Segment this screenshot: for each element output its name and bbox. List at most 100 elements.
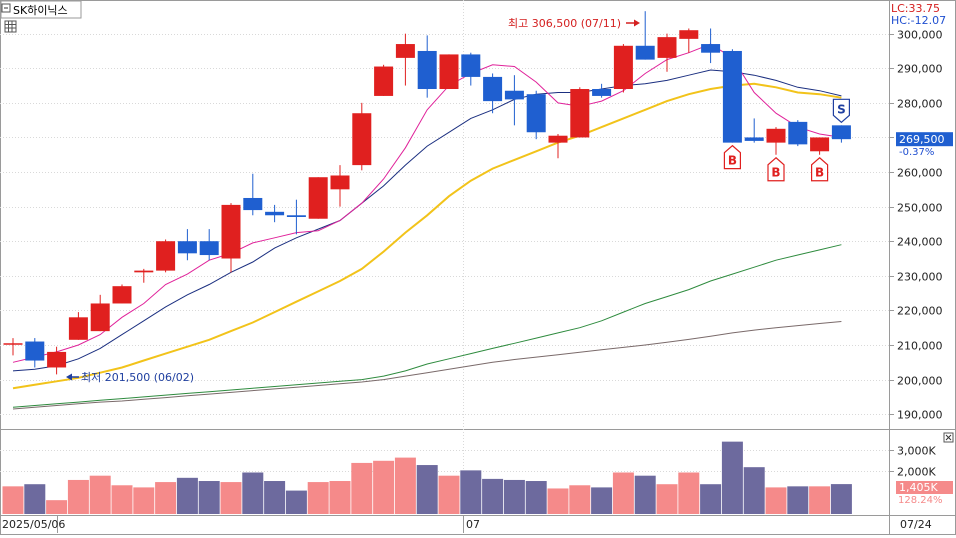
- volume-bar: [24, 484, 46, 514]
- last-price-box: [896, 132, 953, 147]
- volume-bar: [634, 475, 656, 514]
- candle-body: [308, 177, 328, 219]
- candle-body: [548, 135, 568, 143]
- price-tick-label: 300,000: [897, 29, 943, 42]
- volume-tick-label: 3,000K: [897, 445, 936, 458]
- volume-bar: [176, 477, 198, 514]
- volume-bar: [416, 465, 438, 514]
- volume-bar: [787, 486, 809, 514]
- price-change-label: -0.37%: [899, 147, 934, 158]
- ma20-line: [12, 82, 842, 390]
- x-axis-start-label: 2025/05/06: [2, 518, 65, 531]
- volume-bar: [612, 472, 634, 514]
- candle-body: [221, 204, 241, 259]
- volume-bar: [830, 484, 852, 514]
- volume-bar: [569, 485, 591, 514]
- candle-body: [134, 270, 154, 273]
- hc-label: HC:-12.07: [891, 14, 946, 27]
- price-tick-label: 200,000: [897, 375, 943, 388]
- candle-body: [90, 303, 110, 332]
- candle-body: [352, 113, 372, 166]
- candle-body: [744, 137, 764, 141]
- candle-body: [831, 125, 851, 140]
- volume-bar: [765, 487, 787, 514]
- candle-body: [722, 50, 742, 143]
- last-volume-label: 1,405K: [899, 481, 938, 494]
- volume-bar: [482, 478, 504, 514]
- stock-name-label: SK하이닉스: [13, 3, 68, 17]
- volume-bar: [2, 486, 24, 514]
- candle-body: [112, 286, 132, 304]
- candle-layer: [3, 11, 851, 375]
- candle-body: [679, 30, 699, 39]
- volume-bar: [111, 485, 133, 514]
- candle-body: [461, 54, 481, 77]
- candle-body: [286, 215, 306, 217]
- candle-body: [330, 175, 350, 190]
- ma60-line: [12, 244, 842, 408]
- volume-panel-close-icon[interactable]: [943, 432, 954, 443]
- ma120-line: [12, 321, 842, 410]
- candle-body: [374, 66, 394, 96]
- grid-settings-icon[interactable]: [4, 20, 17, 33]
- low-annotation-text: 최저 201,500 (06/02): [81, 371, 194, 384]
- price-tick-label: 280,000: [897, 98, 943, 111]
- price-tick-label: 220,000: [897, 305, 943, 318]
- x-axis-end-label: 07/24: [900, 518, 932, 531]
- candle-body: [199, 241, 219, 256]
- volume-bar: [373, 460, 395, 514]
- stock-name-box[interactable]: SK하이닉스: [0, 0, 82, 19]
- axis-label-layer: 190,000 200,000 210,000 220,000 230,000 240,0…: [889, 29, 943, 479]
- candle-body: [68, 317, 88, 340]
- candle-body: [766, 128, 786, 143]
- volume-bar: [547, 488, 569, 514]
- candle-body: [47, 351, 67, 368]
- volume-bar: [89, 475, 111, 514]
- high-annotation-text: 최고 306,500 (07/11): [508, 17, 621, 30]
- volume-ratio-label: 128.24%: [898, 495, 943, 506]
- last-price-label: 269,500: [899, 133, 945, 146]
- ma10-line: [12, 69, 842, 372]
- volume-bar: [155, 482, 177, 514]
- sell-signal-marker: [832, 98, 851, 124]
- lc-label: LC:33.75: [891, 2, 940, 15]
- volume-bar: [67, 479, 89, 514]
- candle-body: [613, 45, 633, 90]
- price-tick-label: 260,000: [897, 167, 943, 180]
- candle-body: [810, 137, 830, 152]
- candle-body: [243, 197, 263, 211]
- volume-bar: [743, 467, 765, 514]
- price-tick-label: 190,000: [897, 409, 943, 422]
- candle-body: [788, 121, 808, 145]
- buy-signal-marker: [767, 156, 785, 182]
- candle-body: [701, 44, 721, 53]
- candle-body: [526, 94, 546, 133]
- candle-body: [417, 50, 437, 90]
- volume-bar: [220, 482, 242, 514]
- price-tick-label: 210,000: [897, 340, 943, 353]
- candle-body: [395, 44, 415, 58]
- volume-bar: [503, 479, 525, 514]
- candle-body: [265, 211, 285, 216]
- volume-bar: [329, 481, 351, 514]
- price-tick-label: 240,000: [897, 236, 943, 249]
- x-axis-mid-label: 07: [466, 518, 480, 531]
- last-volume-box: [896, 481, 953, 494]
- volume-bar: [460, 470, 482, 514]
- stock-name-dropdown-icon[interactable]: [1, 3, 11, 13]
- price-tick-label: 230,000: [897, 271, 943, 284]
- volume-bar: [46, 500, 68, 514]
- volume-bar: [307, 482, 329, 514]
- buy-signal-marker: [810, 156, 829, 182]
- candle-body: [177, 241, 197, 254]
- low-arrow-head: [66, 373, 72, 381]
- volume-bar: [285, 490, 307, 514]
- volume-bar: [525, 481, 547, 514]
- candle-body: [439, 54, 459, 90]
- signal-marker-layer: B B B S: [723, 98, 851, 182]
- candle-body: [3, 343, 23, 345]
- buy-signal-label: B: [815, 166, 824, 180]
- volume-bar: [656, 484, 678, 514]
